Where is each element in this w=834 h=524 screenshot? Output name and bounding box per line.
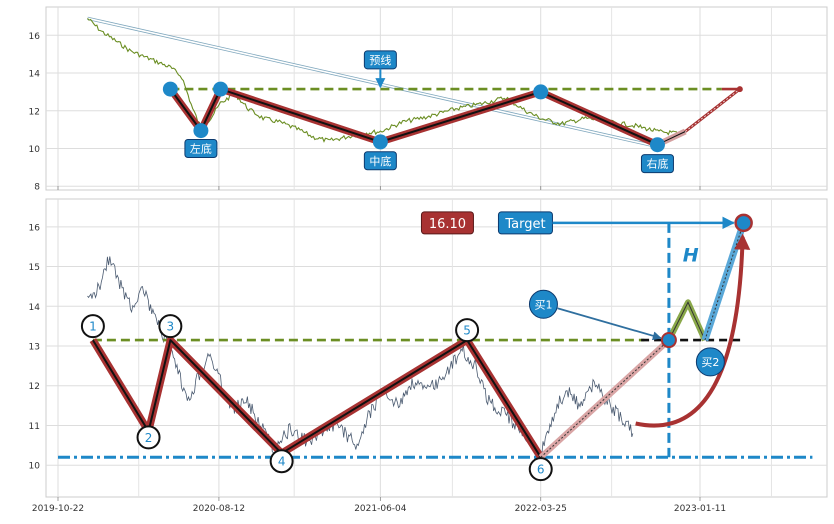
target-line-core (704, 222, 745, 341)
bottom-y-tick-label: 15 (29, 263, 40, 273)
pattern-point-label: 6 (537, 463, 545, 477)
bottom-y-tick-label: 12 (29, 382, 40, 392)
buy1-badge: 买1 (528, 289, 662, 341)
bottom-annotations: 1 2 3 4 5 6 16.10 Target H 买1 买2 (80, 211, 735, 482)
price-line (87, 17, 679, 143)
target-label: Target (504, 217, 545, 232)
bottom-x-tick-label: 2020-08-12 (193, 504, 245, 514)
annotation-1: 左底 (184, 138, 218, 158)
buy1-label: 买1 (534, 298, 552, 311)
bottom-x-tick-label: 2019-10-22 (32, 504, 84, 514)
annotation-label: 预线 (369, 53, 391, 67)
height-label: H (683, 245, 699, 267)
bottom-series (58, 213, 813, 460)
exit-line-core (540, 339, 670, 458)
top-y-tick-label: 12 (29, 107, 40, 117)
bottom-x-tick-label: 2021-06-04 (354, 504, 407, 514)
pattern-point-circle (136, 425, 161, 450)
bottom-x-tick-label: 2023-01-11 (674, 504, 726, 514)
annotation-box (184, 138, 218, 158)
buy1-circle (528, 289, 558, 319)
target-value-label: 16.10 (429, 217, 466, 232)
bottom-y-tick-label: 11 (29, 422, 40, 432)
buy1-arrow (557, 307, 662, 341)
buy2-circle (695, 347, 725, 377)
pattern-point-label: 2 (145, 431, 153, 445)
pattern-point-circle (455, 318, 480, 343)
pattern-point-5: 5 (455, 318, 480, 343)
annotation-label: 中底 (369, 154, 391, 168)
target-point-marker (734, 213, 753, 233)
bottom-x-axis: 2019-10-22 2020-08-12 2021-06-04 2022-03-25… (32, 497, 726, 514)
target-value-box (420, 211, 474, 235)
target-line-core (685, 88, 741, 132)
buy2-badge: 买2 (695, 347, 725, 377)
bottom-x-tick-label: 2022-03-25 (515, 504, 567, 514)
target-end-dot (736, 86, 743, 93)
top-y-axis: 8 10 12 14 16 (29, 32, 701, 193)
target-badge: Target (497, 211, 735, 235)
pattern-point-circle (528, 457, 553, 482)
w-pattern-core (92, 339, 542, 458)
bottom-y-tick-label: 10 (29, 462, 41, 472)
bottom-y-tick-label: 14 (29, 303, 41, 313)
top-y-tick-label: 10 (29, 145, 41, 155)
pattern-point-3: 3 (158, 314, 183, 339)
price-line (87, 256, 634, 456)
annotation-label: 右底 (646, 157, 668, 171)
pattern-point-marker (162, 81, 178, 97)
annotation-0: 预线 (363, 50, 397, 89)
pattern-point-label: 1 (89, 320, 97, 334)
breakout-marker (660, 332, 677, 349)
retest-line-core (668, 301, 706, 341)
top-series (87, 16, 743, 153)
buy2-label: 买2 (701, 356, 719, 369)
annotation-2: 中底 (363, 151, 397, 171)
pattern-point-4: 4 (269, 449, 294, 474)
top-y-tick-label: 14 (29, 70, 41, 80)
pattern-point-marker (213, 81, 229, 97)
pattern-point-marker (649, 137, 665, 153)
pattern-point-1: 1 (80, 314, 105, 339)
pattern-point-2: 2 (136, 425, 161, 450)
projection-arrow (635, 233, 751, 428)
pattern-point-marker (193, 123, 209, 139)
pattern-point-label: 4 (278, 455, 286, 469)
annotation-box (640, 154, 674, 174)
pattern-point-circle (80, 314, 105, 339)
pattern-point-circle (269, 449, 294, 474)
bottom-y-tick-label: 13 (29, 343, 40, 353)
bottom-y-axis: 10 11 12 13 14 15 16 (29, 223, 41, 471)
w-pattern-core (169, 88, 658, 146)
pattern-point-circle (158, 314, 183, 339)
pattern-point-label: 3 (167, 320, 175, 334)
annotation-box (363, 50, 397, 70)
annotation-box (363, 151, 397, 171)
top-grid (46, 7, 827, 190)
top-y-tick-label: 16 (29, 32, 41, 42)
annotation-label: 左底 (190, 141, 212, 155)
top-y-tick-label: 8 (34, 183, 40, 193)
target-value-badge: 16.10 (420, 211, 474, 235)
trend-line (87, 17, 658, 148)
pattern-point-label: 5 (463, 324, 471, 338)
annotation-3: 右底 (640, 154, 674, 174)
pattern-point-marker (533, 84, 549, 100)
pattern-point-6: 6 (528, 457, 553, 482)
pattern-point-marker (372, 134, 388, 150)
bottom-y-tick-label: 16 (29, 223, 41, 233)
bottom-panel-frame (45, 198, 828, 498)
